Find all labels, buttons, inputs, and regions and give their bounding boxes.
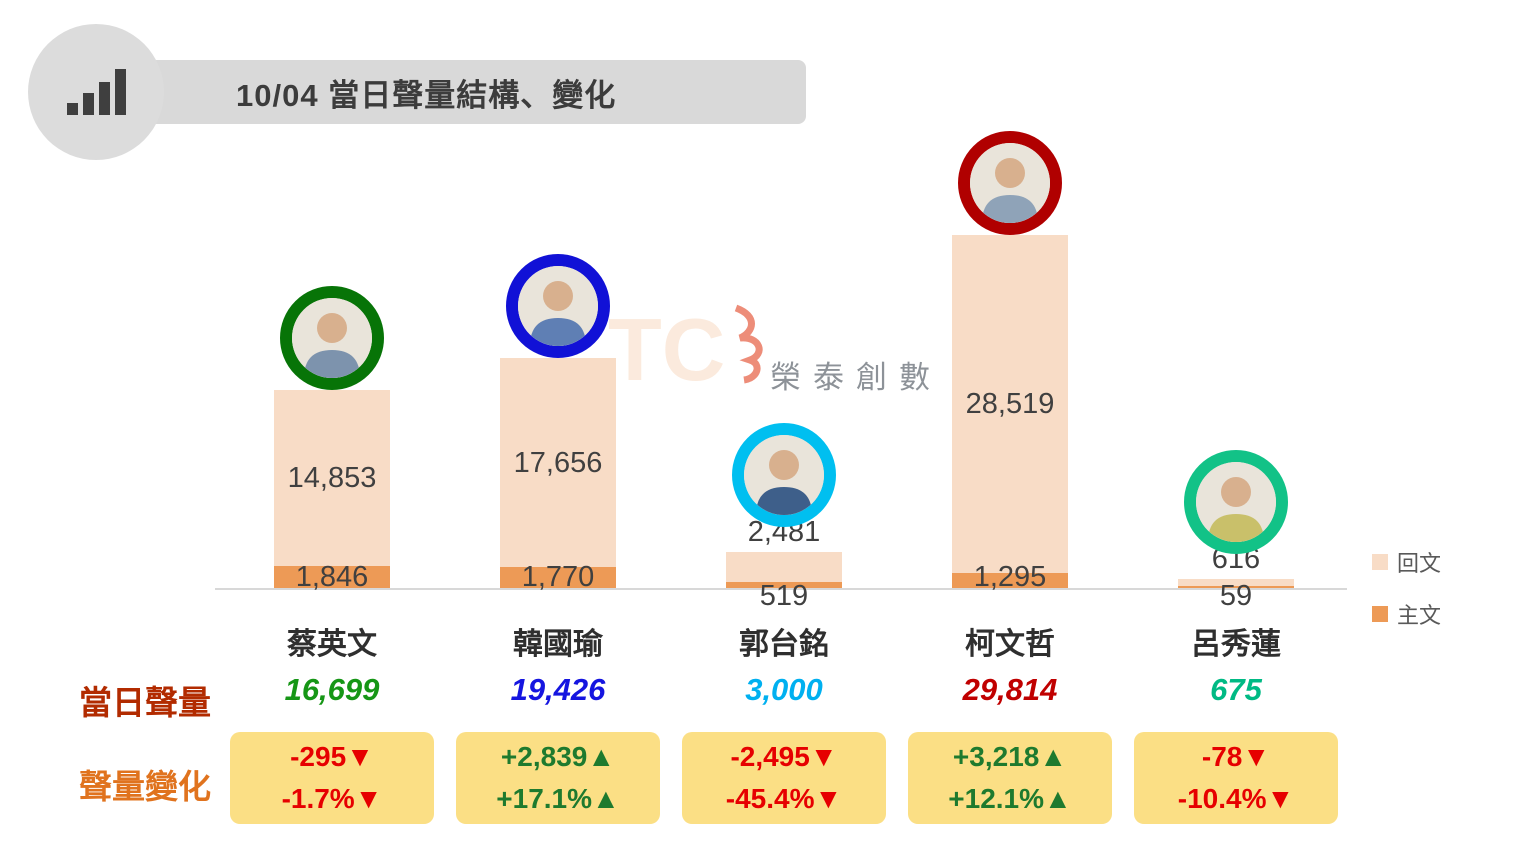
volume-change-row-label: 聲量變化: [79, 768, 211, 805]
change-box: +3,218▲ +12.1%▲: [908, 732, 1112, 824]
main-count-label: 59: [1219, 580, 1253, 612]
change-percent: -10.4%▼: [1177, 783, 1295, 814]
candidate-name: 蔡英文: [287, 628, 377, 661]
candidate-avatar: [1184, 449, 1288, 554]
change-box: -78▼ -10.4%▼: [1134, 732, 1338, 824]
x-axis-line: [215, 588, 1347, 590]
candidate-name: 郭台銘: [739, 628, 829, 661]
daily-total-value: 29,814: [962, 672, 1058, 707]
candidate-column: 616 59 呂秀蓮 675 -78▼ -10.4%▼: [1123, 0, 1349, 864]
svg-text:TC: TC: [608, 300, 725, 398]
main-count-label: 1,846: [295, 561, 369, 593]
change-percent: +17.1%▲: [496, 783, 620, 814]
main-bar-segment: [274, 566, 390, 588]
reply-legend-label: 回文: [1397, 551, 1442, 576]
title-banner: 10/04 當日聲量結構、變化: [96, 60, 806, 124]
main-bar-segment: [500, 567, 616, 588]
change-absolute: +3,218▲: [952, 741, 1068, 772]
candidate-column: 28,519 1,295 柯文哲 29,814 +3,218▲ +12.1%▲: [897, 0, 1123, 864]
candidate-avatar: [958, 131, 1062, 235]
change-box: -295▼ -1.7%▼: [230, 732, 434, 824]
main-bar-segment: [726, 581, 842, 588]
daily-total-value: 675: [1210, 672, 1262, 707]
reply-bar-segment: [726, 552, 842, 582]
candidate-name: 韓國瑜: [513, 628, 603, 661]
reply-bar-segment: [1178, 578, 1294, 586]
main-count-label: 1,770: [521, 561, 595, 593]
daily-total-value: 3,000: [745, 672, 823, 707]
watermark-logo: TC: [608, 298, 778, 403]
reply-bar-segment: [274, 390, 390, 567]
change-percent: +12.1%▲: [948, 783, 1072, 814]
candidate-name: 呂秀蓮: [1191, 628, 1281, 661]
daily-total-value: 19,426: [510, 672, 606, 707]
candidate-column: 2,481 519 郭台銘 3,000 -2,495▼ -45.4%▼: [671, 0, 897, 864]
main-count-label: 1,295: [973, 561, 1047, 593]
daily-total-value: 16,699: [284, 672, 380, 707]
candidate-avatar: [280, 286, 384, 391]
reply-legend-swatch: [1372, 554, 1388, 570]
change-absolute: -295▼: [290, 741, 374, 772]
change-box: +2,839▲ +17.1%▲: [456, 732, 660, 824]
daily-volume-row-label: 當日聲量: [79, 684, 211, 721]
reply-count-label: 28,519: [965, 387, 1055, 420]
reply-bar-segment: [952, 235, 1068, 573]
person-icon: [292, 298, 372, 379]
candidate-avatar: [506, 253, 610, 358]
person-icon: [518, 265, 598, 346]
person-icon: [970, 143, 1050, 223]
reply-count-label: 17,656: [513, 446, 603, 479]
reply-bar-segment: [500, 358, 616, 568]
candidate-column: 17,656 1,770 韓國瑜 19,426 +2,839▲ +17.1%▲: [445, 0, 671, 864]
main-legend-swatch: [1372, 606, 1388, 622]
main-bar-segment: [952, 572, 1068, 588]
person-icon: [744, 435, 824, 516]
watermark-text: 榮泰創數: [770, 360, 942, 395]
change-percent: -1.7%▼: [281, 783, 383, 814]
title-icon-badge: [28, 24, 164, 160]
change-absolute: +2,839▲: [500, 741, 616, 772]
candidate-avatar: [732, 423, 836, 528]
main-legend-label: 主文: [1397, 603, 1442, 628]
person-icon: [1196, 461, 1276, 542]
candidate-column: 14,853 1,846 蔡英文 16,699 -295▼ -1.7%▼: [219, 0, 445, 864]
main-bar-segment: [1178, 586, 1294, 588]
main-count-label: 519: [759, 580, 809, 612]
legend-item-reply: 回文: [1372, 546, 1441, 578]
change-percent: -45.4%▼: [725, 783, 843, 814]
change-absolute: -78▼: [1201, 741, 1271, 772]
reply-count-label: 14,853: [287, 462, 377, 495]
candidate-name: 柯文哲: [965, 628, 1055, 661]
change-absolute: -2,495▼: [730, 741, 838, 772]
change-box: -2,495▼ -45.4%▼: [682, 732, 886, 824]
page-title: 10/04 當日聲量結構、變化: [236, 77, 617, 113]
legend-item-main: 主文: [1372, 598, 1441, 630]
bar-chart-icon: [66, 69, 126, 115]
